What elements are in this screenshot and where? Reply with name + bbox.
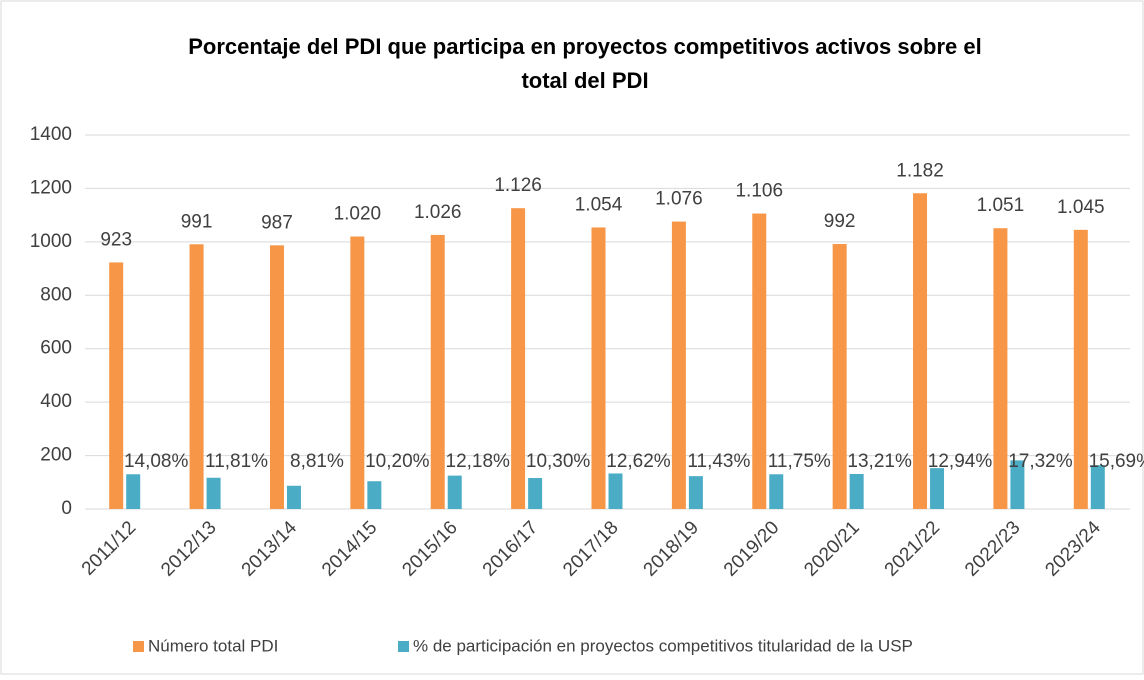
y-tick-label: 200 bbox=[40, 445, 72, 466]
bar bbox=[993, 228, 1008, 510]
legend-swatch bbox=[398, 641, 409, 652]
percent-label: 12,62% bbox=[606, 451, 671, 472]
bar bbox=[930, 468, 945, 509]
data-label: 1.026 bbox=[414, 202, 462, 223]
data-label: 1.051 bbox=[977, 195, 1025, 216]
bar bbox=[126, 474, 141, 509]
bar bbox=[849, 474, 864, 509]
bar bbox=[189, 244, 204, 510]
bar bbox=[769, 474, 784, 509]
bar bbox=[350, 236, 365, 509]
percent-label: 12,94% bbox=[928, 451, 993, 472]
data-label: 1.076 bbox=[655, 189, 703, 210]
bar bbox=[206, 477, 221, 509]
bar bbox=[367, 481, 382, 509]
bar bbox=[109, 262, 124, 509]
legend-label: Número total PDI bbox=[148, 636, 278, 655]
bar bbox=[430, 234, 445, 509]
percent-label: 11,75% bbox=[768, 451, 831, 472]
data-label: 992 bbox=[824, 211, 856, 232]
percent-label: 14,08% bbox=[124, 451, 189, 472]
bar bbox=[1090, 465, 1105, 509]
percent-label: 11,81% bbox=[205, 451, 268, 472]
chart-title: Porcentaje del PDI que participa en proy… bbox=[188, 34, 981, 93]
percent-label: 8,81% bbox=[290, 451, 344, 472]
y-tick-label: 1200 bbox=[30, 177, 72, 198]
data-label: 1.020 bbox=[334, 204, 382, 225]
data-label: 1.045 bbox=[1057, 197, 1105, 218]
data-label: 1.126 bbox=[494, 175, 542, 196]
data-label: 923 bbox=[100, 229, 132, 250]
legend-label: % de participación en proyectos competit… bbox=[413, 636, 913, 655]
data-label: 987 bbox=[261, 212, 293, 233]
bar bbox=[671, 221, 686, 509]
bar bbox=[913, 193, 928, 510]
data-label: 991 bbox=[181, 211, 213, 232]
bar bbox=[1010, 460, 1025, 509]
data-label: 1.054 bbox=[575, 194, 623, 215]
y-tick-label: 1400 bbox=[30, 124, 72, 145]
bar bbox=[752, 213, 767, 510]
percent-label: 15,69% bbox=[1089, 451, 1144, 472]
data-label: 1.106 bbox=[735, 181, 783, 202]
bar bbox=[688, 476, 703, 509]
bar bbox=[591, 227, 606, 509]
y-tick-label: 600 bbox=[40, 338, 72, 359]
data-label: 1.182 bbox=[896, 160, 944, 181]
legend-swatch bbox=[133, 641, 144, 652]
y-tick-label: 800 bbox=[40, 284, 72, 305]
percent-label: 12,18% bbox=[446, 451, 511, 472]
bar bbox=[511, 208, 526, 509]
bar bbox=[608, 473, 623, 509]
percent-label: 10,30% bbox=[526, 451, 591, 472]
bar bbox=[269, 245, 284, 509]
y-tick-label: 400 bbox=[40, 391, 72, 412]
bar bbox=[528, 478, 543, 509]
percent-label: 10,20% bbox=[365, 451, 430, 472]
y-tick-label: 1000 bbox=[30, 231, 72, 252]
bar bbox=[832, 243, 847, 509]
bar bbox=[1073, 229, 1088, 510]
bar bbox=[447, 475, 462, 509]
bar bbox=[286, 485, 301, 509]
y-tick-label: 0 bbox=[61, 498, 72, 519]
percent-label: 13,21% bbox=[847, 451, 912, 472]
percent-label: 17,32% bbox=[1008, 451, 1073, 472]
percent-label: 11,43% bbox=[687, 451, 750, 472]
